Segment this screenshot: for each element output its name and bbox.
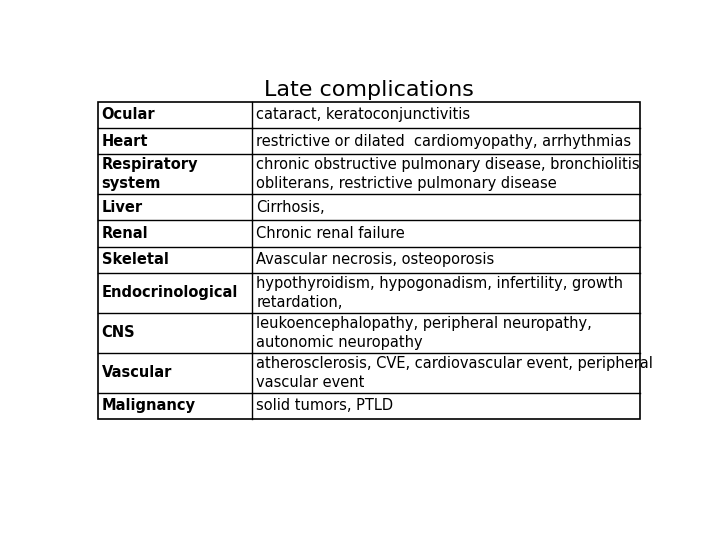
Text: Liver: Liver	[102, 200, 143, 215]
Text: Avascular necrosis, osteoporosis: Avascular necrosis, osteoporosis	[256, 252, 495, 267]
Text: atherosclerosis, CVE, cardiovascular event, peripheral
vascular event: atherosclerosis, CVE, cardiovascular eve…	[256, 356, 653, 389]
Text: Malignancy: Malignancy	[102, 399, 196, 414]
Text: Ocular: Ocular	[102, 107, 156, 123]
Text: solid tumors, PTLD: solid tumors, PTLD	[256, 399, 393, 414]
Text: Chronic renal failure: Chronic renal failure	[256, 226, 405, 241]
Text: chronic obstructive pulmonary disease, bronchiolitis
obliterans, restrictive pul: chronic obstructive pulmonary disease, b…	[256, 157, 640, 191]
Text: leukoencephalopathy, peripheral neuropathy,
autonomic neuropathy: leukoencephalopathy, peripheral neuropat…	[256, 316, 592, 349]
Bar	[98, 102, 640, 419]
Text: Endocrinological: Endocrinological	[102, 285, 238, 300]
Text: hypothyroidism, hypogonadism, infertility, growth
retardation,: hypothyroidism, hypogonadism, infertilit…	[256, 276, 624, 309]
Text: Skeletal: Skeletal	[102, 252, 168, 267]
Text: Late complications: Late complications	[264, 80, 474, 100]
Text: Respiratory
system: Respiratory system	[102, 157, 198, 191]
Text: Cirrhosis,: Cirrhosis,	[256, 200, 325, 215]
Text: cataract, keratoconjunctivitis: cataract, keratoconjunctivitis	[256, 107, 470, 123]
Text: restrictive or dilated  cardiomyopathy, arrhythmias: restrictive or dilated cardiomyopathy, a…	[256, 133, 631, 148]
Text: CNS: CNS	[102, 325, 135, 340]
Text: Vascular: Vascular	[102, 365, 172, 380]
Text: Heart: Heart	[102, 133, 148, 148]
Text: Renal: Renal	[102, 226, 148, 241]
